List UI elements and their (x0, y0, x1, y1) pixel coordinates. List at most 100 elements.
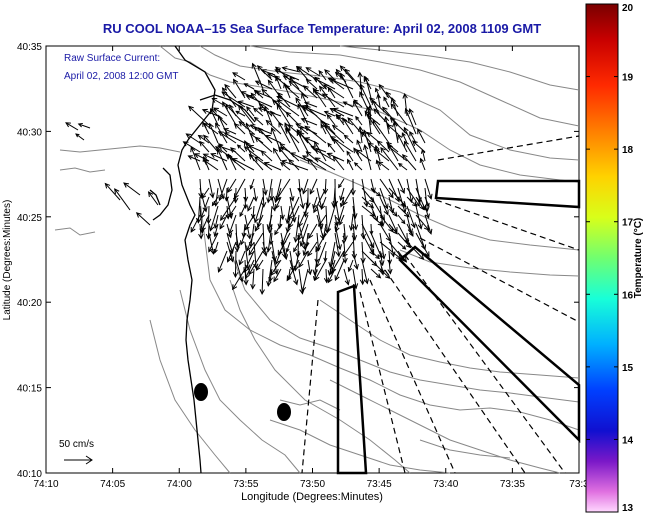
current-vector (342, 241, 354, 258)
current-vector (390, 103, 408, 126)
current-vector (255, 259, 264, 271)
current-vector (397, 196, 407, 208)
current-vector (347, 259, 354, 273)
current-vector (240, 232, 246, 246)
current-vector (220, 196, 237, 221)
current-vector (315, 232, 327, 253)
current-vector (262, 241, 268, 257)
x-axis-label: Longitude (Degrees:Minutes) (241, 491, 383, 503)
current-vector (383, 115, 390, 135)
current-vector (314, 140, 327, 162)
current-vector (339, 214, 345, 226)
current-vector (253, 196, 264, 224)
current-vector (382, 106, 399, 126)
current-vector (403, 126, 417, 153)
y-axis-label: Latitude (Degrees:Minutes) (2, 200, 13, 321)
current-vector (415, 196, 425, 211)
current-vector (387, 250, 393, 265)
box-east-top (434, 179, 581, 209)
current-vector (252, 187, 258, 202)
current-vector (397, 178, 405, 195)
current-vector (406, 196, 418, 207)
current-vector (208, 122, 219, 144)
current-vector (202, 153, 219, 162)
current-vector (254, 156, 273, 171)
current-vector (187, 155, 201, 162)
surface-current-vectors (65, 62, 433, 296)
colorbar-tick-label: 18 (622, 145, 634, 156)
current-vector (379, 187, 389, 210)
current-vector (302, 85, 318, 99)
colorbar-tick-label: 13 (622, 503, 634, 514)
current-vector (343, 134, 354, 144)
current-vector (370, 214, 384, 227)
current-vector (387, 259, 393, 275)
colorbar-ticks: 20 19 18 17 16 15 14 13 (586, 3, 634, 514)
current-vector (314, 157, 336, 171)
current-vector (424, 205, 430, 219)
current-vector (343, 268, 350, 286)
current-vector (114, 188, 131, 211)
current-vector (361, 259, 370, 285)
current-vector (276, 99, 300, 117)
current-vector (239, 205, 246, 218)
current-vector (397, 241, 407, 250)
current-vector (419, 157, 426, 171)
current-vector (379, 259, 385, 276)
current-vector (233, 78, 246, 99)
current-vector (243, 259, 249, 286)
current-vector (326, 113, 336, 126)
current-vector (359, 91, 372, 117)
y-tick-label: 40:15 (17, 384, 42, 395)
current-vector (226, 232, 235, 255)
current-vector (302, 241, 309, 257)
current-vector (312, 268, 318, 281)
current-vector (213, 241, 219, 254)
y-axis-ticks: 40:35 40:30 40:25 40:20 40:15 40:10 (17, 42, 579, 480)
current-vector (364, 110, 381, 135)
scale-arrow: 50 cm/s (59, 439, 94, 465)
current-vector (209, 205, 219, 232)
current-vector (334, 259, 345, 282)
x-tick-label: 74:05 (100, 479, 125, 490)
current-vector (376, 93, 381, 108)
current-vector (232, 72, 246, 81)
current-vector (253, 116, 264, 126)
current-vector (203, 159, 219, 171)
x-tick-label: 73:40 (433, 479, 458, 490)
current-vector (211, 196, 219, 207)
current-vector (342, 241, 348, 264)
current-vector (415, 214, 430, 231)
current-vector (278, 146, 291, 162)
current-vector (147, 191, 159, 206)
current-vector (334, 223, 342, 251)
current-vector (245, 94, 273, 108)
current-vector (327, 142, 336, 153)
current-vector (352, 250, 359, 270)
current-vector (231, 158, 255, 171)
buoy-marker-west (194, 383, 208, 401)
y-tick-label: 40:20 (17, 298, 42, 309)
current-vector (254, 80, 273, 90)
current-vector (301, 178, 309, 195)
y-tick-label: 40:25 (17, 213, 42, 224)
current-vector (210, 153, 228, 162)
current-vector (352, 205, 359, 231)
current-vector (203, 122, 219, 135)
x-tick-label: 73:45 (367, 479, 392, 490)
current-vector (65, 122, 79, 131)
current-vector (246, 106, 255, 117)
current-vector (279, 142, 300, 162)
current-vector (404, 107, 417, 135)
current-vector (397, 250, 408, 263)
current-vector (298, 126, 309, 135)
current-vector (338, 178, 345, 189)
current-vector (365, 106, 372, 135)
current-vector (182, 141, 201, 153)
current-vector (201, 187, 210, 199)
current-vector (123, 182, 141, 196)
current-vector (370, 268, 382, 279)
current-vector (243, 146, 264, 162)
current-vector (285, 126, 300, 153)
current-vector (308, 223, 318, 240)
